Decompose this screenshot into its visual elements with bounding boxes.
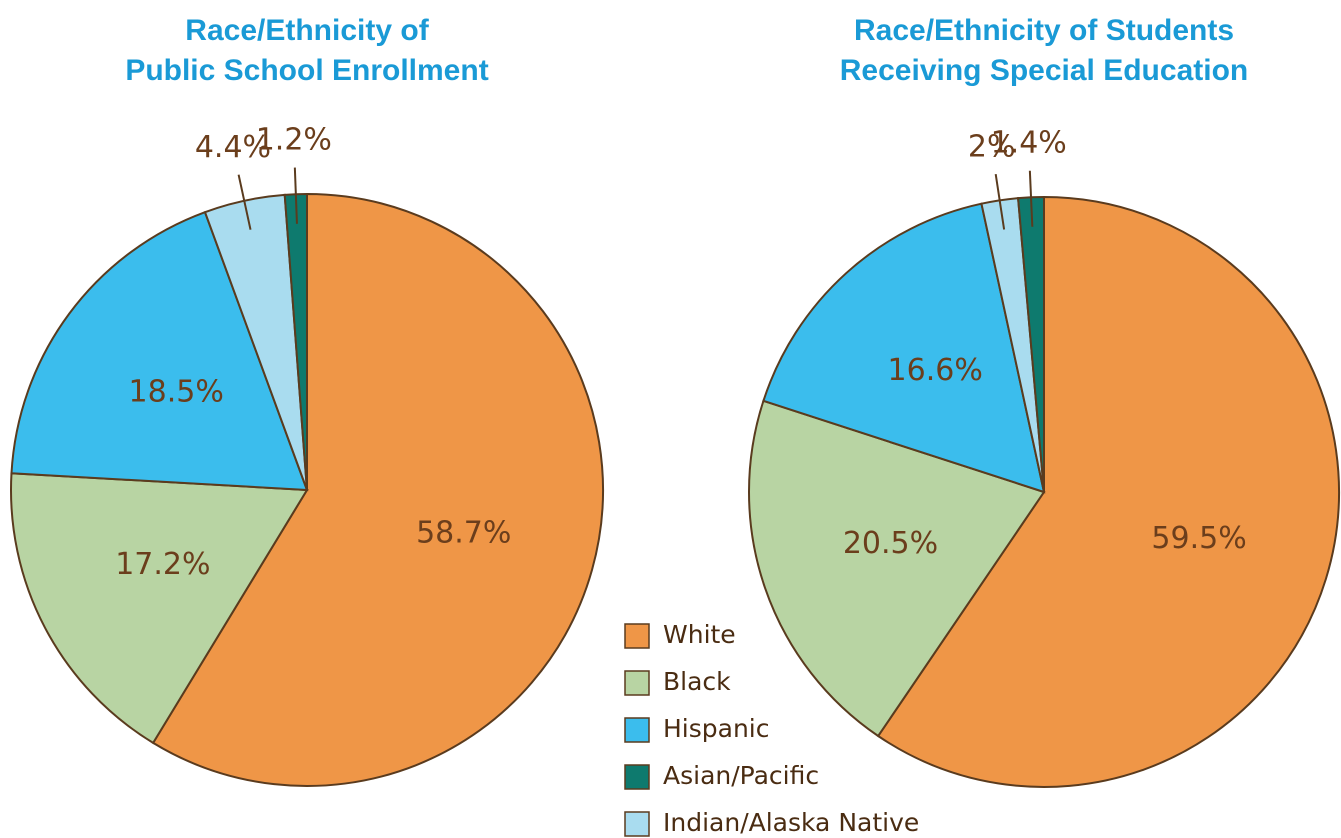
data-label: 58.7% (416, 515, 511, 550)
legend-swatch (624, 811, 650, 837)
chart-title: Race/Ethnicity of Students (854, 14, 1234, 47)
legend-label: Indian/Alaska Native (663, 808, 919, 837)
leader-line (994, 173, 1006, 230)
data-label: 18.5% (129, 375, 224, 410)
legend-swatch (624, 764, 650, 790)
data-label: 1.2% (256, 122, 332, 157)
data-label: 59.5% (1151, 521, 1246, 556)
data-label: 2% (968, 129, 1016, 164)
legend-label: Hispanic (663, 714, 770, 743)
pie-slice (762, 202, 1046, 494)
legend-label: White (663, 620, 736, 649)
leader-line (237, 174, 252, 230)
data-label: 16.6% (888, 353, 983, 388)
data-label: 4.4% (195, 130, 271, 165)
data-label: 1.4% (991, 126, 1067, 161)
leader-line (293, 167, 298, 224)
pie-slice (10, 210, 309, 492)
chart-title: Race/Ethnicity of (185, 14, 429, 47)
legend-swatch (624, 717, 650, 743)
legend-swatch (624, 670, 650, 696)
pie-slice (10, 472, 309, 745)
legend-swatch (624, 623, 650, 649)
legend-label: Asian/Pacific (663, 761, 819, 790)
legend-label: Black (663, 667, 731, 696)
pie-slice (151, 192, 604, 787)
leader-line (1028, 170, 1034, 227)
chart-title: Public School Enrollment (125, 54, 488, 87)
pie-slice (876, 195, 1340, 788)
data-label: 20.5% (843, 526, 938, 561)
chart-title: Receiving Special Education (840, 54, 1248, 87)
pie-slice (748, 399, 1046, 738)
data-label: 17.2% (115, 547, 210, 582)
